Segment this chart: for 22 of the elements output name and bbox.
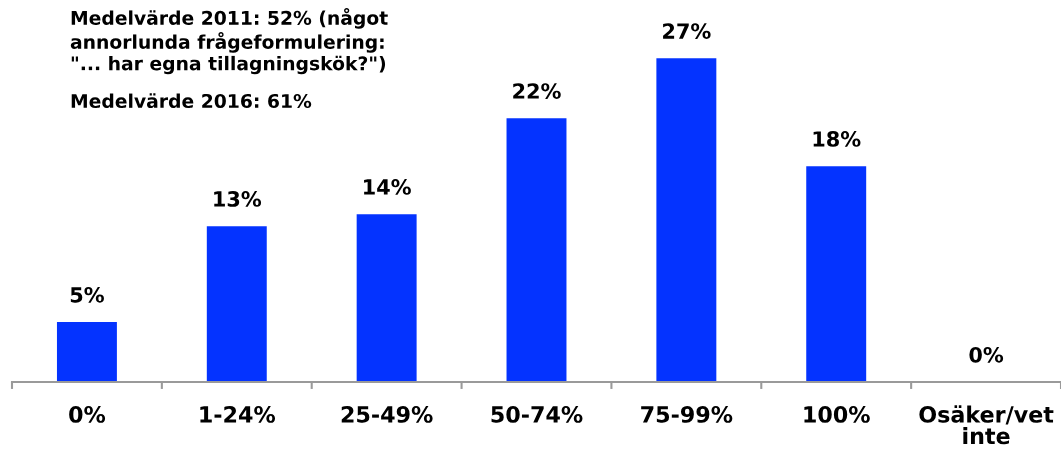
data-label: 18% [813,131,861,147]
x-tick-label: 1-24% [200,406,276,423]
annotation: Medelvärde 2016: 61% [71,93,312,109]
bar [56,322,117,382]
data-label: 0% [969,346,1004,363]
data-label: 14% [364,179,411,195]
data-label: 27% [663,23,711,39]
bar [806,166,867,382]
x-tick-label: 75-99% [641,406,733,423]
bar [206,226,267,382]
data-label: 22% [513,83,561,99]
bar [656,58,717,382]
data-label: 13% [214,191,262,207]
bar [356,214,417,382]
x-tick-label: 0% [69,406,106,423]
x-tick-label: Osäker/vet inte [919,405,1054,445]
bar [506,118,567,382]
annotation: Medelvärde 2011: 52% (något annorlunda frågeformulering: "... har egna tillagningskök?") [70,8,388,75]
data-label: 5% [70,286,104,303]
x-tick-label: 50-74% [491,406,583,423]
x-tick-label: 100% [804,406,870,423]
x-tick-label: 25-49% [341,406,433,423]
